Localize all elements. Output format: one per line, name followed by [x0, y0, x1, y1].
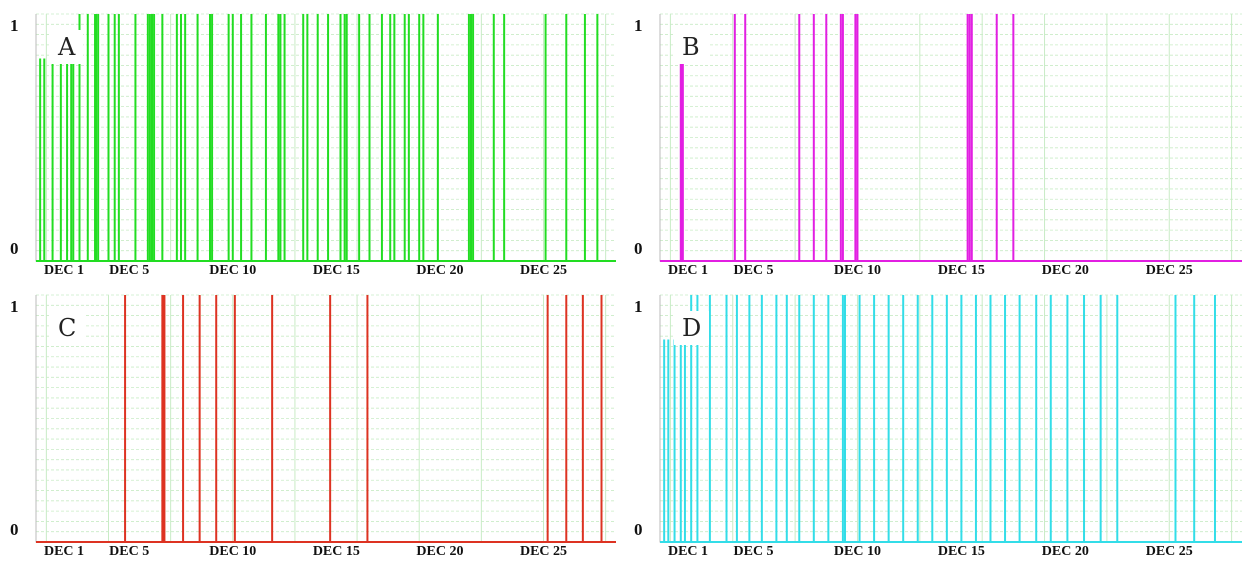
x-tick-label: DEC 25: [519, 263, 568, 278]
x-tick-label: DEC 5: [733, 544, 774, 559]
x-tick-label: DEC 20: [416, 263, 464, 278]
x-tick-label: DEC 1: [43, 263, 85, 278]
x-tick-label: DEC 1: [667, 263, 709, 278]
y-min-label: 0: [10, 239, 19, 258]
x-tick-label: DEC 20: [416, 544, 464, 559]
chart-panel-b: B 1 0 DEC 1 DEC 5 DEC 10 DEC 15 DEC 20 DEC 25: [632, 8, 1252, 283]
y-min-label: 0: [10, 520, 19, 539]
y-min-label: 0: [634, 239, 643, 258]
x-tick-label: DEC 20: [1041, 263, 1089, 278]
x-tick-label: DEC 15: [937, 263, 985, 278]
grid: [660, 13, 1242, 262]
x-tick-label: DEC 20: [1041, 544, 1089, 559]
x-tick-label: DEC 25: [519, 544, 568, 559]
y-max-label: 1: [634, 297, 643, 316]
chart-svg: [35, 13, 616, 262]
y-max-label: 1: [10, 16, 19, 35]
x-tick-label: DEC 5: [109, 263, 150, 278]
grid: [36, 13, 616, 262]
chart-svg: [659, 13, 1242, 262]
grid: [660, 294, 1242, 543]
x-tick-label: DEC 10: [833, 263, 881, 278]
panel-letter: B: [674, 30, 708, 64]
chart-panel-a: A 1 0 DEC 1 DEC 5 DEC 10 DEC 15 DEC 20 DEC 25: [8, 8, 626, 283]
panel-letter: C: [50, 311, 85, 345]
y-max-label: 1: [10, 297, 19, 316]
x-tick-label: DEC 25: [1145, 544, 1193, 559]
grid: [36, 294, 616, 543]
panel-letter: A: [50, 30, 84, 64]
x-tick-label: DEC 5: [109, 544, 150, 559]
x-tick-label: DEC 25: [1145, 263, 1193, 278]
y-min-label: 0: [634, 520, 643, 539]
x-tick-label: DEC 10: [833, 544, 881, 559]
x-tick-label: DEC 15: [312, 544, 360, 559]
chart-svg: [35, 294, 616, 543]
x-tick-label: DEC 1: [667, 544, 709, 559]
x-tick-label: DEC 1: [43, 544, 85, 559]
chart-panel-c: C 1 0 DEC 1 DEC 5 DEC 10 DEC 15 DEC 20 DEC 25: [8, 289, 626, 564]
x-tick-label: DEC 15: [312, 263, 360, 278]
panel-letter: D: [674, 311, 710, 345]
x-tick-label: DEC 10: [209, 544, 257, 559]
x-tick-label: DEC 15: [937, 544, 985, 559]
y-max-label: 1: [634, 16, 643, 35]
chart-panel-d: D 1 0 DEC 1 DEC 5 DEC 10 DEC 15 DEC 20 DEC 25: [632, 289, 1252, 564]
x-tick-label: DEC 5: [733, 263, 774, 278]
chart-svg: [659, 294, 1242, 543]
x-tick-label: DEC 10: [209, 263, 257, 278]
